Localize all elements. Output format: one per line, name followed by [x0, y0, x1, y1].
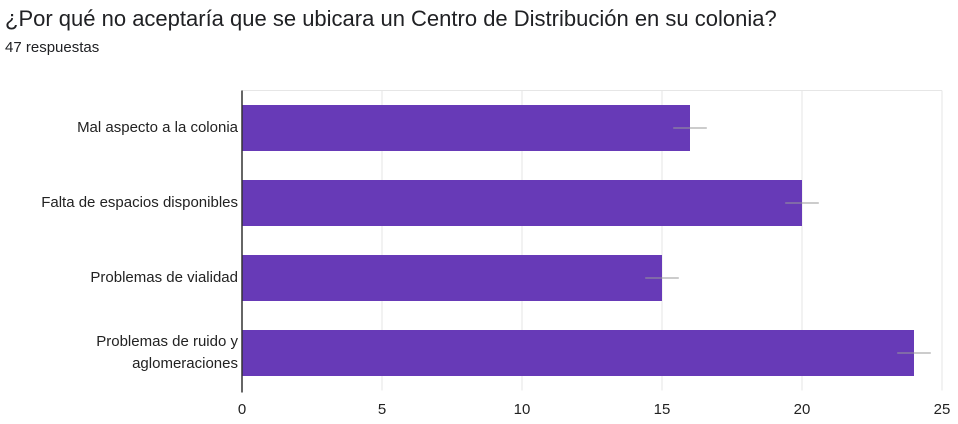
- bar: [242, 105, 690, 151]
- y-tick-label: Mal aspecto a la colonia: [77, 119, 238, 136]
- y-tick-label: Problemas de ruido y aglomeraciones: [96, 333, 238, 372]
- x-tick-label: 5: [378, 401, 386, 418]
- x-tick-label: 0: [238, 401, 246, 418]
- x-tick-label: 15: [654, 401, 671, 418]
- y-tick-label: Problemas de vialidad: [90, 269, 238, 286]
- y-tick-label: Falta de espacios disponibles: [41, 194, 238, 211]
- bar: [242, 255, 662, 301]
- x-tick-label: 20: [794, 401, 811, 418]
- x-tick-label: 10: [514, 401, 531, 418]
- chart-subtitle: 47 respuestas: [5, 39, 100, 56]
- x-tick-label: 25: [934, 401, 951, 418]
- bar: [242, 330, 914, 376]
- bar: [242, 180, 802, 226]
- chart-title: ¿Por qué no aceptaría que se ubicara un …: [5, 6, 777, 31]
